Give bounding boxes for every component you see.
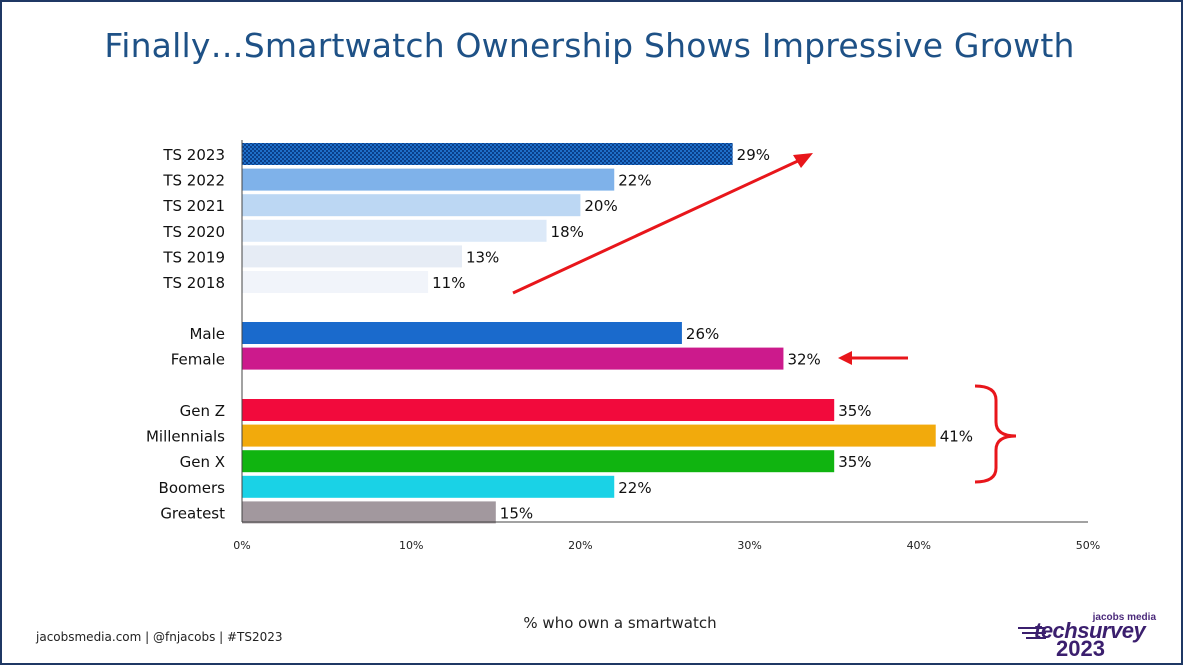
category-label-greatest: Greatest (160, 504, 225, 522)
techsurvey-logo: jacobs media techsurvey 2023 (1016, 612, 1168, 661)
growth-arrow (512, 158, 801, 295)
bar-ts-2019 (242, 245, 462, 268)
bar-ts-2023 (242, 143, 733, 165)
category-label-ts-2022: TS 2022 (162, 172, 225, 190)
bar-female (242, 347, 784, 370)
logo-wordmark: techsurvey (1034, 618, 1146, 643)
category-label-male: Male (189, 325, 225, 343)
value-label-greatest: 15% (500, 504, 533, 522)
bar-ts-2022 (242, 168, 615, 191)
category-label-ts-2019: TS 2019 (162, 248, 225, 266)
bar-ts-2020 (242, 219, 547, 242)
generation-brace (974, 384, 1017, 484)
category-label-gen-z: Gen Z (180, 402, 225, 420)
x-axis-label: % who own a smartwatch (523, 614, 717, 632)
page-title: Finally…Smartwatch Ownership Shows Impre… (104, 26, 1075, 65)
x-tick-label: 40% (907, 539, 931, 552)
bar-male (242, 322, 682, 344)
value-label-ts-2021: 20% (584, 197, 617, 215)
value-label-ts-2022: 22% (618, 172, 651, 190)
bar-ts-2018 (242, 271, 429, 293)
x-tick-label: 50% (1076, 539, 1100, 552)
logo-speed-lines-icon (1018, 627, 1046, 639)
value-label-male: 26% (686, 325, 719, 343)
category-label-ts-2020: TS 2020 (162, 223, 225, 241)
category-label-ts-2023: TS 2023 (162, 146, 225, 164)
x-tick-label: 10% (399, 539, 423, 552)
value-label-female: 32% (787, 351, 820, 369)
bar-greatest (242, 501, 496, 524)
value-label-ts-2019: 13% (466, 248, 499, 266)
x-tick-label: 0% (233, 539, 250, 552)
category-label-ts-2021: TS 2021 (162, 197, 225, 215)
value-label-ts-2020: 18% (551, 223, 584, 241)
bar-gen-z (242, 399, 835, 421)
x-tick-label: 20% (568, 539, 592, 552)
bar-boomers (242, 475, 615, 498)
value-label-gen-z: 35% (838, 402, 871, 420)
logo-company: jacobs media (1092, 612, 1156, 623)
value-label-ts-2023: 29% (737, 146, 770, 164)
category-label-boomers: Boomers (159, 479, 226, 497)
category-label-gen-x: Gen X (180, 453, 225, 471)
logo-year: 2023 (1056, 636, 1105, 661)
female-arrow-head-icon (838, 351, 852, 365)
value-label-millennials: 41% (940, 428, 973, 446)
bar-gen-x (242, 450, 835, 473)
value-label-gen-x: 35% (838, 453, 871, 471)
value-label-ts-2018: 11% (432, 274, 465, 292)
category-label-millennials: Millennials (146, 428, 225, 446)
category-label-ts-2018: TS 2018 (162, 274, 225, 292)
bar-ts-2021 (242, 194, 581, 217)
bar-millennials (242, 424, 936, 447)
category-label-female: Female (171, 351, 225, 369)
value-label-boomers: 22% (618, 479, 651, 497)
footer-credits: jacobsmedia.com | @fnjacobs | #TS2023 (36, 630, 283, 644)
x-tick-label: 30% (737, 539, 761, 552)
growth-arrow-head-icon (793, 153, 813, 168)
